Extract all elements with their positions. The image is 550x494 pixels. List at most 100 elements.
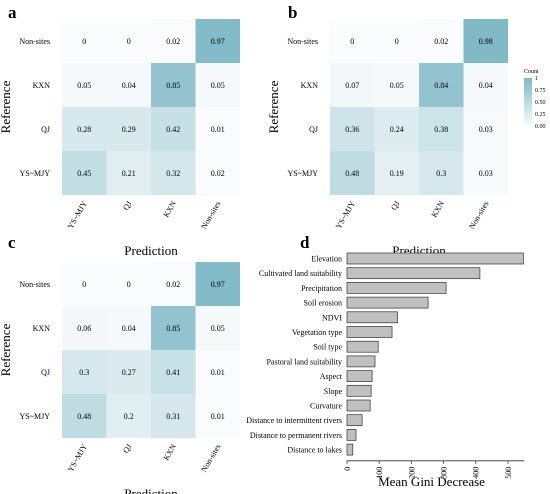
heatmap-cell — [62, 63, 107, 107]
heatmap-cell — [195, 63, 240, 107]
cell-value-label: 0.3 — [436, 169, 446, 178]
cell-value-label: 0.84 — [434, 81, 448, 90]
heatmap-panel-c: c 0 0 0.02 0.97 Non-sites 0.06 0.04 0.85 0.05 KXN 0… — [0, 233, 240, 494]
heatmap-panel-a: a 0 0 0.02 0.97 Non-sites 0.05 0.04 0.85 0.05 KXN 0… — [0, 3, 240, 258]
bar-category-label: Soil erosion — [304, 299, 342, 308]
cell-value-label: 0.42 — [166, 125, 180, 134]
cell-value-label: 0.02 — [211, 169, 225, 178]
bar-category-label: NDVI — [322, 313, 342, 322]
cell-value-label: 0.36 — [345, 125, 359, 134]
cell-value-label: 0.97 — [211, 280, 225, 289]
x-tick-label: YS~MJY — [66, 199, 89, 230]
cell-value-label: 0.02 — [434, 37, 448, 46]
x-axis-title: Prediction — [124, 486, 178, 494]
y-axis-title: Reference — [0, 323, 13, 376]
bar-category-label: Soil type — [313, 343, 342, 352]
bar-category-label: Curvature — [310, 402, 342, 411]
heatmap-cell — [330, 107, 375, 151]
y-tick-label: YS~MJY — [19, 169, 50, 178]
bar-category-label: Vegetation type — [292, 328, 342, 337]
heatmap-cell — [195, 350, 240, 394]
bar — [346, 384, 372, 397]
heatmap-cell — [463, 151, 508, 195]
heatmap-cell — [195, 19, 240, 63]
heatmap-cell — [106, 394, 151, 438]
cell-value-label: 0 — [127, 37, 131, 46]
bar-category-label: Precipitation — [301, 284, 342, 293]
legend-tick-label: 0.50 — [535, 100, 546, 106]
cell-value-label: 0.05 — [77, 81, 91, 90]
x-tick-label: 400 — [472, 467, 481, 479]
legend-tick-label: 0.00 — [535, 124, 546, 130]
cell-value-label: 0.04 — [122, 324, 136, 333]
x-tick-label: KXN — [162, 199, 179, 219]
y-tick-label: YS~MJY — [287, 169, 318, 178]
heatmap-cell — [374, 151, 419, 195]
cell-value-label: 0.97 — [211, 37, 225, 46]
bar — [346, 311, 398, 324]
y-tick-label: QJ — [309, 125, 318, 134]
heatmap-cell — [419, 19, 464, 63]
cell-value-label: 0.01 — [211, 125, 225, 134]
x-tick-label: 100 — [375, 467, 384, 479]
cell-value-label: 0 — [350, 37, 354, 46]
heatmap-cell — [195, 151, 240, 195]
heatmap-cell — [151, 306, 196, 350]
cell-value-label: 0.01 — [211, 412, 225, 421]
y-axis-title: Reference — [0, 80, 13, 133]
cell-value-label: 0.06 — [77, 324, 91, 333]
heatmap-cell — [463, 19, 508, 63]
x-tick-label: 0 — [343, 467, 352, 471]
bar-category-label: Distance to intermittent rivers — [246, 416, 342, 425]
cell-value-label: 0 — [127, 280, 131, 289]
x-axis-title: Prediction — [124, 243, 178, 258]
bar-category-label: Distance to permanent rivers — [250, 431, 342, 440]
heatmap-cell — [62, 19, 107, 63]
y-tick-label: KXN — [33, 81, 51, 90]
bar — [346, 252, 524, 265]
cell-value-label: 0.45 — [77, 169, 91, 178]
cell-value-label: 0.27 — [122, 368, 136, 377]
heatmap-cell — [419, 63, 464, 107]
cell-value-label: 0 — [395, 37, 399, 46]
bar — [346, 340, 379, 353]
x-axis-title: Mean Gini Decrease — [378, 474, 485, 489]
cell-value-label: 0.02 — [166, 280, 180, 289]
heatmap-cell — [62, 262, 107, 306]
heatmap-cell — [463, 63, 508, 107]
y-tick-label: Non-sites — [19, 37, 50, 46]
bar — [346, 296, 429, 309]
heatmap-cell — [195, 107, 240, 151]
x-tick-label: 200 — [407, 467, 416, 479]
bar-category-label: Elevation — [311, 255, 342, 264]
heatmap-cell — [151, 151, 196, 195]
x-tick-label: QJ — [389, 200, 401, 212]
heatmap-cell — [374, 63, 419, 107]
cell-value-label: 0.21 — [122, 169, 136, 178]
cell-value-label: 0.04 — [122, 81, 136, 90]
heatmap-cell — [195, 306, 240, 350]
y-tick-label: QJ — [41, 125, 50, 134]
cell-value-label: 0.04 — [479, 81, 493, 90]
heatmap-cell — [151, 63, 196, 107]
y-axis-title: Reference — [266, 80, 281, 133]
panel-letter-c: c — [8, 233, 16, 252]
heatmap-panels: a 0 0 0.02 0.97 Non-sites 0.05 0.04 0.85 0.05 KXN 0… — [0, 3, 508, 494]
cell-value-label: 0.85 — [166, 324, 180, 333]
cell-value-label: 0 — [82, 37, 86, 46]
x-tick-label: YS~MJY — [334, 199, 357, 230]
cell-value-label: 0.98 — [479, 37, 493, 46]
cell-value-label: 0.48 — [345, 169, 359, 178]
heatmap-cell — [62, 350, 107, 394]
heatmap-cell — [419, 107, 464, 151]
bar — [346, 443, 354, 456]
y-tick-label: QJ — [41, 368, 50, 377]
x-tick-label: 500 — [504, 467, 513, 479]
heatmap-cell — [106, 63, 151, 107]
cell-value-label: 0.29 — [122, 125, 136, 134]
bar — [346, 326, 393, 338]
cell-value-label: 0.24 — [390, 125, 404, 134]
cell-value-label: 0.48 — [77, 412, 91, 421]
heatmap-cell — [419, 151, 464, 195]
